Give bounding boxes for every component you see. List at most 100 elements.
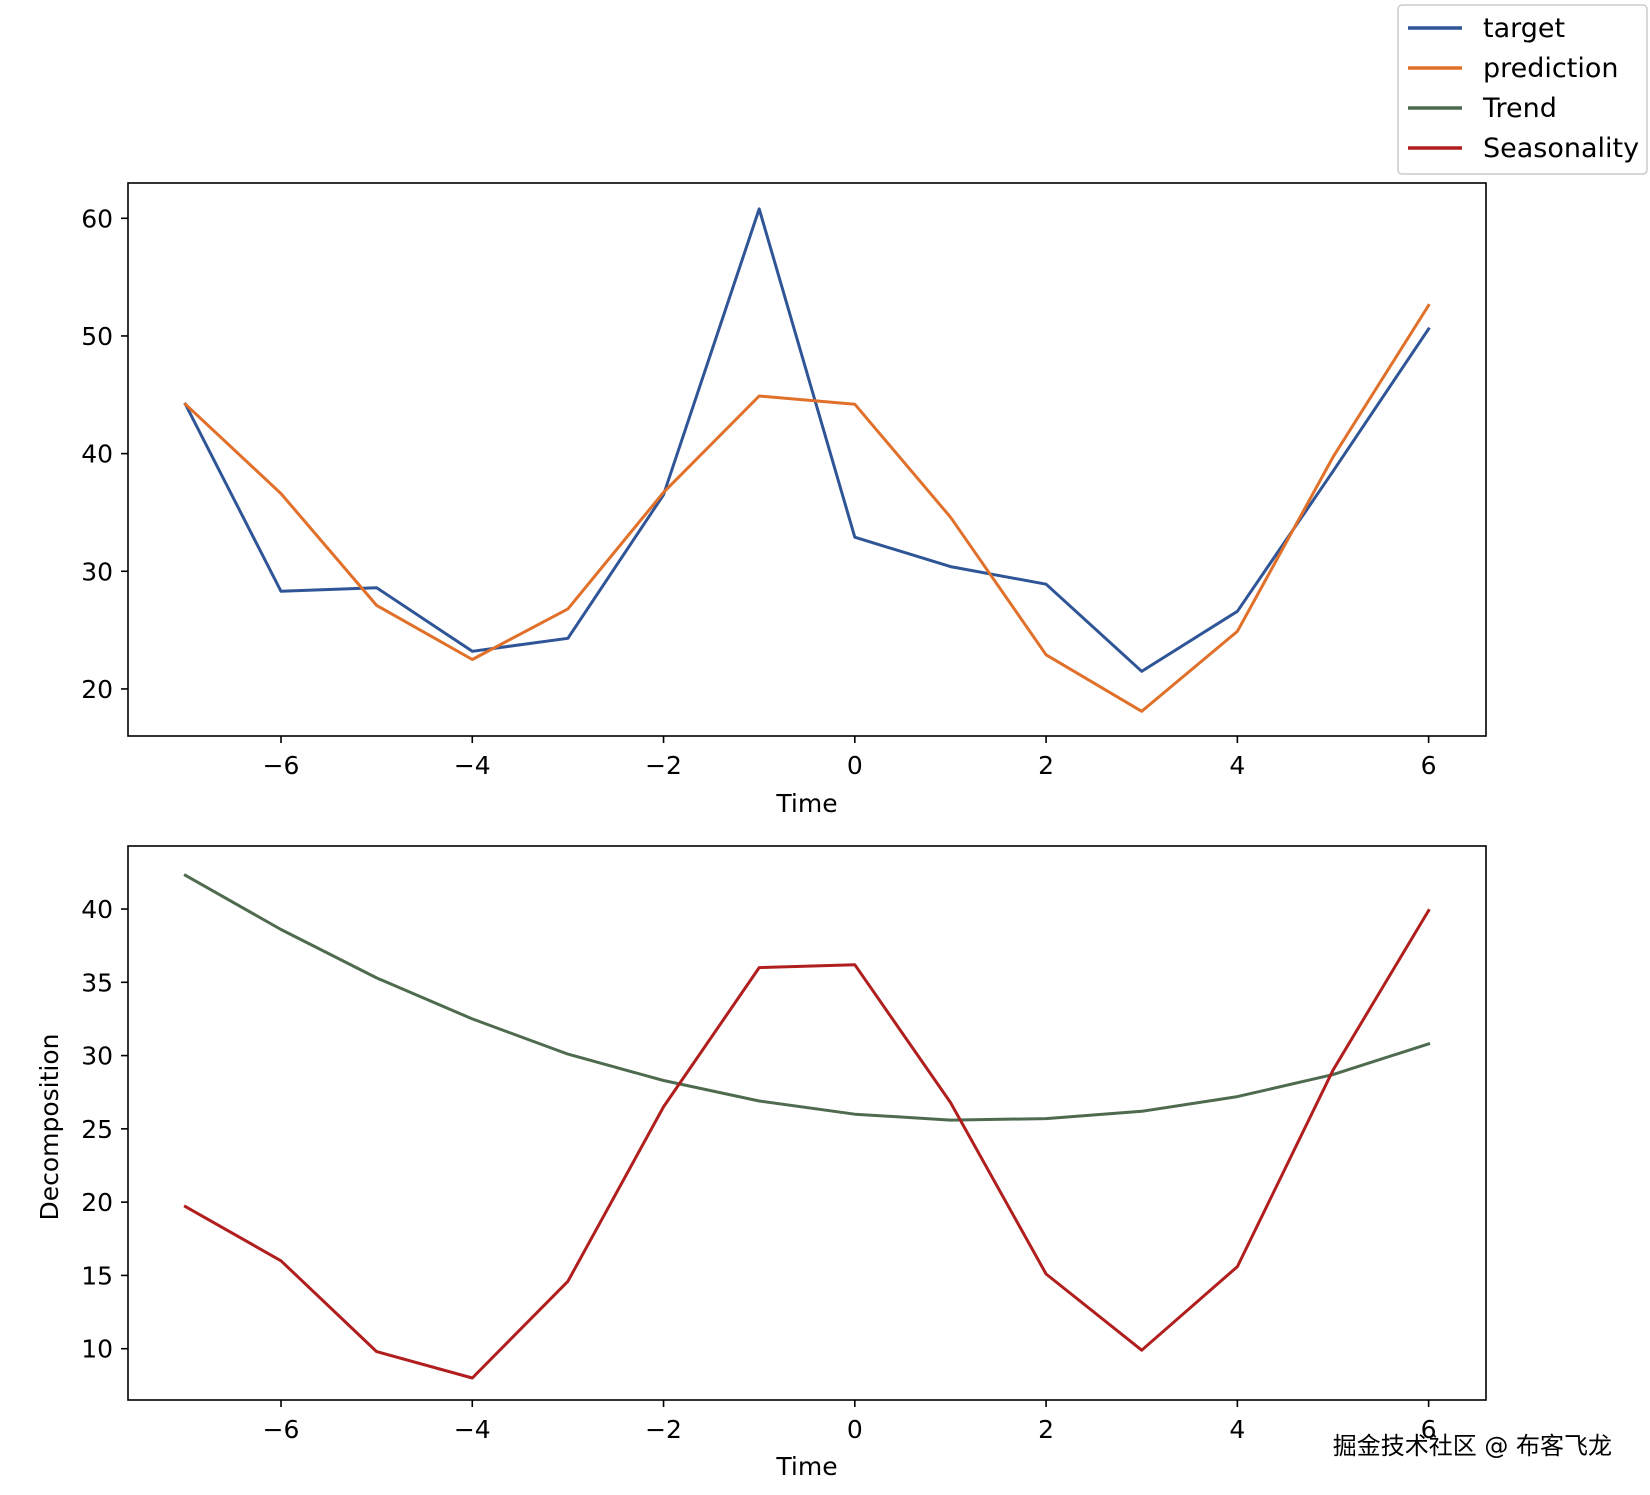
data-point-trend xyxy=(758,1100,761,1103)
data-point-prediction xyxy=(566,607,569,610)
data-point-seasonality xyxy=(1332,1069,1335,1072)
data-point-prediction xyxy=(1236,630,1239,633)
data-point-seasonality xyxy=(566,1280,569,1283)
data-point-target xyxy=(1140,670,1143,673)
data-point-prediction xyxy=(949,516,952,519)
data-point-prediction xyxy=(853,403,856,406)
data-point-seasonality xyxy=(1045,1273,1048,1276)
x-tick-label: −6 xyxy=(263,751,300,780)
series-lines xyxy=(183,207,1431,713)
data-point-target xyxy=(280,590,283,593)
y-tick-label: 20 xyxy=(81,675,113,704)
data-point-prediction xyxy=(1427,304,1430,307)
data-point-seasonality xyxy=(1140,1349,1143,1352)
data-point-seasonality xyxy=(1236,1265,1239,1268)
data-point-trend xyxy=(184,874,187,877)
data-point-trend xyxy=(566,1053,569,1056)
x-tick-label: 4 xyxy=(1229,1415,1245,1444)
x-tick-label: −4 xyxy=(454,751,491,780)
x-tick-label: 2 xyxy=(1038,751,1054,780)
data-point-seasonality xyxy=(949,1101,952,1104)
x-tick-label: 2 xyxy=(1038,1415,1054,1444)
y-tick-label: 10 xyxy=(81,1335,113,1364)
x-axis-ticks: −6 −4 −2 0 2 4 6 xyxy=(263,1400,1437,1444)
data-point-target xyxy=(471,650,474,653)
x-axis-ticks: −6 −4 −2 0 2 4 6 xyxy=(263,736,1437,780)
data-point-trend xyxy=(853,1113,856,1116)
data-point-trend xyxy=(280,928,283,931)
x-tick-label: 0 xyxy=(847,751,863,780)
x-tick-label: −2 xyxy=(645,751,682,780)
x-tick-label: 6 xyxy=(1421,751,1437,780)
data-point-target xyxy=(853,536,856,539)
x-tick-label: −4 xyxy=(454,1415,491,1444)
chart-top: −6 −4 −2 0 2 4 6 20 30 40 50 60 Time xyxy=(81,182,1487,818)
y-tick-label: 30 xyxy=(81,557,113,586)
x-tick-label: 6 xyxy=(1421,1415,1437,1444)
data-point-seasonality xyxy=(280,1259,283,1262)
data-point-prediction xyxy=(280,492,283,495)
y-tick-label: 35 xyxy=(81,968,113,997)
x-axis-label: Time xyxy=(775,1452,837,1481)
data-point-trend xyxy=(471,1017,474,1020)
y-tick-label: 40 xyxy=(81,895,113,924)
data-point-seasonality xyxy=(471,1377,474,1380)
plot-area-frame xyxy=(127,182,1487,737)
data-point-target xyxy=(1427,327,1430,330)
data-point-target xyxy=(1332,470,1335,473)
y-tick-label: 50 xyxy=(81,322,113,351)
y-axis-label: Decomposition xyxy=(35,1033,64,1220)
plot-area-frame xyxy=(127,845,1487,1401)
y-tick-label: 60 xyxy=(81,204,113,233)
data-point-prediction xyxy=(758,395,761,398)
legend-box xyxy=(1397,4,1648,175)
data-point-prediction xyxy=(662,491,665,494)
series-line-trend xyxy=(183,873,1431,1122)
data-point-seasonality xyxy=(758,966,761,969)
y-tick-label: 20 xyxy=(81,1188,113,1217)
data-point-trend xyxy=(1140,1110,1143,1113)
data-point-trend xyxy=(375,976,378,979)
series-line-prediction xyxy=(183,303,1431,713)
data-point-seasonality xyxy=(375,1350,378,1353)
y-tick-label: 40 xyxy=(81,440,113,469)
data-point-prediction xyxy=(184,403,187,406)
data-point-seasonality xyxy=(662,1105,665,1108)
series-lines xyxy=(183,873,1431,1380)
data-point-prediction xyxy=(1332,456,1335,459)
y-tick-label: 25 xyxy=(81,1115,113,1144)
data-point-seasonality xyxy=(184,1205,187,1208)
x-tick-label: −6 xyxy=(263,1415,300,1444)
x-axis-label: Time xyxy=(775,789,837,818)
data-point-prediction xyxy=(375,604,378,607)
legend-label-seasonality: Seasonality xyxy=(1483,133,1639,164)
data-point-trend xyxy=(1045,1117,1048,1120)
data-point-trend xyxy=(662,1079,665,1082)
data-point-trend xyxy=(1427,1042,1430,1045)
data-point-prediction xyxy=(471,658,474,661)
series-line-target xyxy=(183,207,1431,673)
chart-bottom: −6 −4 −2 0 2 4 6 10 15 20 25 30 35 40 Time Decomposi… xyxy=(35,845,1487,1481)
watermark-text: 掘金技术社区 @ 布客飞龙 xyxy=(1333,1432,1612,1460)
y-tick-label: 15 xyxy=(81,1261,113,1290)
data-point-target xyxy=(1236,610,1239,613)
legend-label-target: target xyxy=(1483,13,1565,44)
legend: target prediction Trend Seasonality xyxy=(1397,4,1648,175)
legend-label-prediction: prediction xyxy=(1483,53,1618,84)
data-point-target xyxy=(1045,583,1048,586)
y-axis-ticks: 10 15 20 25 30 35 40 xyxy=(81,895,128,1364)
y-tick-label: 30 xyxy=(81,1042,113,1071)
data-point-seasonality xyxy=(853,963,856,966)
x-tick-label: 0 xyxy=(847,1415,863,1444)
x-tick-label: 4 xyxy=(1229,751,1245,780)
x-tick-label: −2 xyxy=(645,1415,682,1444)
data-point-prediction xyxy=(1045,653,1048,656)
data-point-seasonality xyxy=(1427,909,1430,912)
data-point-target xyxy=(949,565,952,568)
data-point-trend xyxy=(1236,1095,1239,1098)
y-axis-ticks: 20 30 40 50 60 xyxy=(81,204,128,704)
series-line-seasonality xyxy=(183,908,1431,1380)
data-point-target xyxy=(566,637,569,640)
data-point-prediction xyxy=(1140,710,1143,713)
